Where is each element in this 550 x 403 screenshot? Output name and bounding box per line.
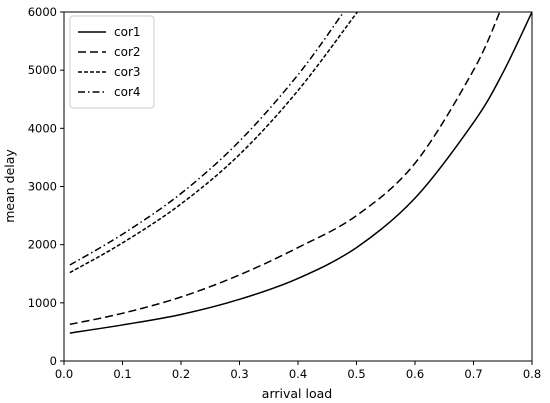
y-tick-label: 4000	[28, 121, 57, 135]
x-tick-label: 0.6	[406, 367, 424, 381]
series-line-cor1	[69, 12, 532, 334]
axes: 0.0 0.1 0.2 0.3 0.4 0.5 0.6 0.7 0.8 0 1000 2000 3000…	[28, 5, 541, 381]
y-tick-label: 2000	[28, 238, 57, 252]
y-tick-label: 0	[50, 354, 57, 368]
legend-label-cor4: cor4	[114, 85, 141, 99]
x-tick-label: 0.0	[55, 367, 73, 381]
legend-label-cor2: cor2	[114, 45, 141, 59]
plot-area	[69, 12, 532, 334]
x-tick-label: 0.7	[464, 367, 482, 381]
y-tick-label: 3000	[28, 180, 57, 194]
legend: cor1 cor2 cor3 cor4	[69, 15, 155, 109]
x-tick-label: 0.1	[113, 367, 131, 381]
legend-label-cor1: cor1	[114, 25, 141, 39]
series-line-cor3	[69, 12, 359, 274]
x-tick-label: 0.4	[289, 367, 307, 381]
x-tick-label: 0.2	[172, 367, 190, 381]
y-tick-label: 6000	[28, 5, 57, 19]
series-line-cor4	[69, 12, 345, 266]
x-axis-label: arrival load	[262, 386, 332, 401]
legend-label-cor3: cor3	[114, 65, 141, 79]
x-tick-label: 0.5	[347, 367, 365, 381]
y-axis-label: mean delay	[2, 149, 17, 223]
x-tick-label: 0.3	[230, 367, 248, 381]
y-tick-label: 5000	[28, 63, 57, 77]
series-line-cor2	[69, 12, 501, 326]
x-tick-label: 0.8	[523, 367, 541, 381]
y-tick-label: 1000	[28, 296, 57, 310]
legend-box	[69, 15, 155, 109]
